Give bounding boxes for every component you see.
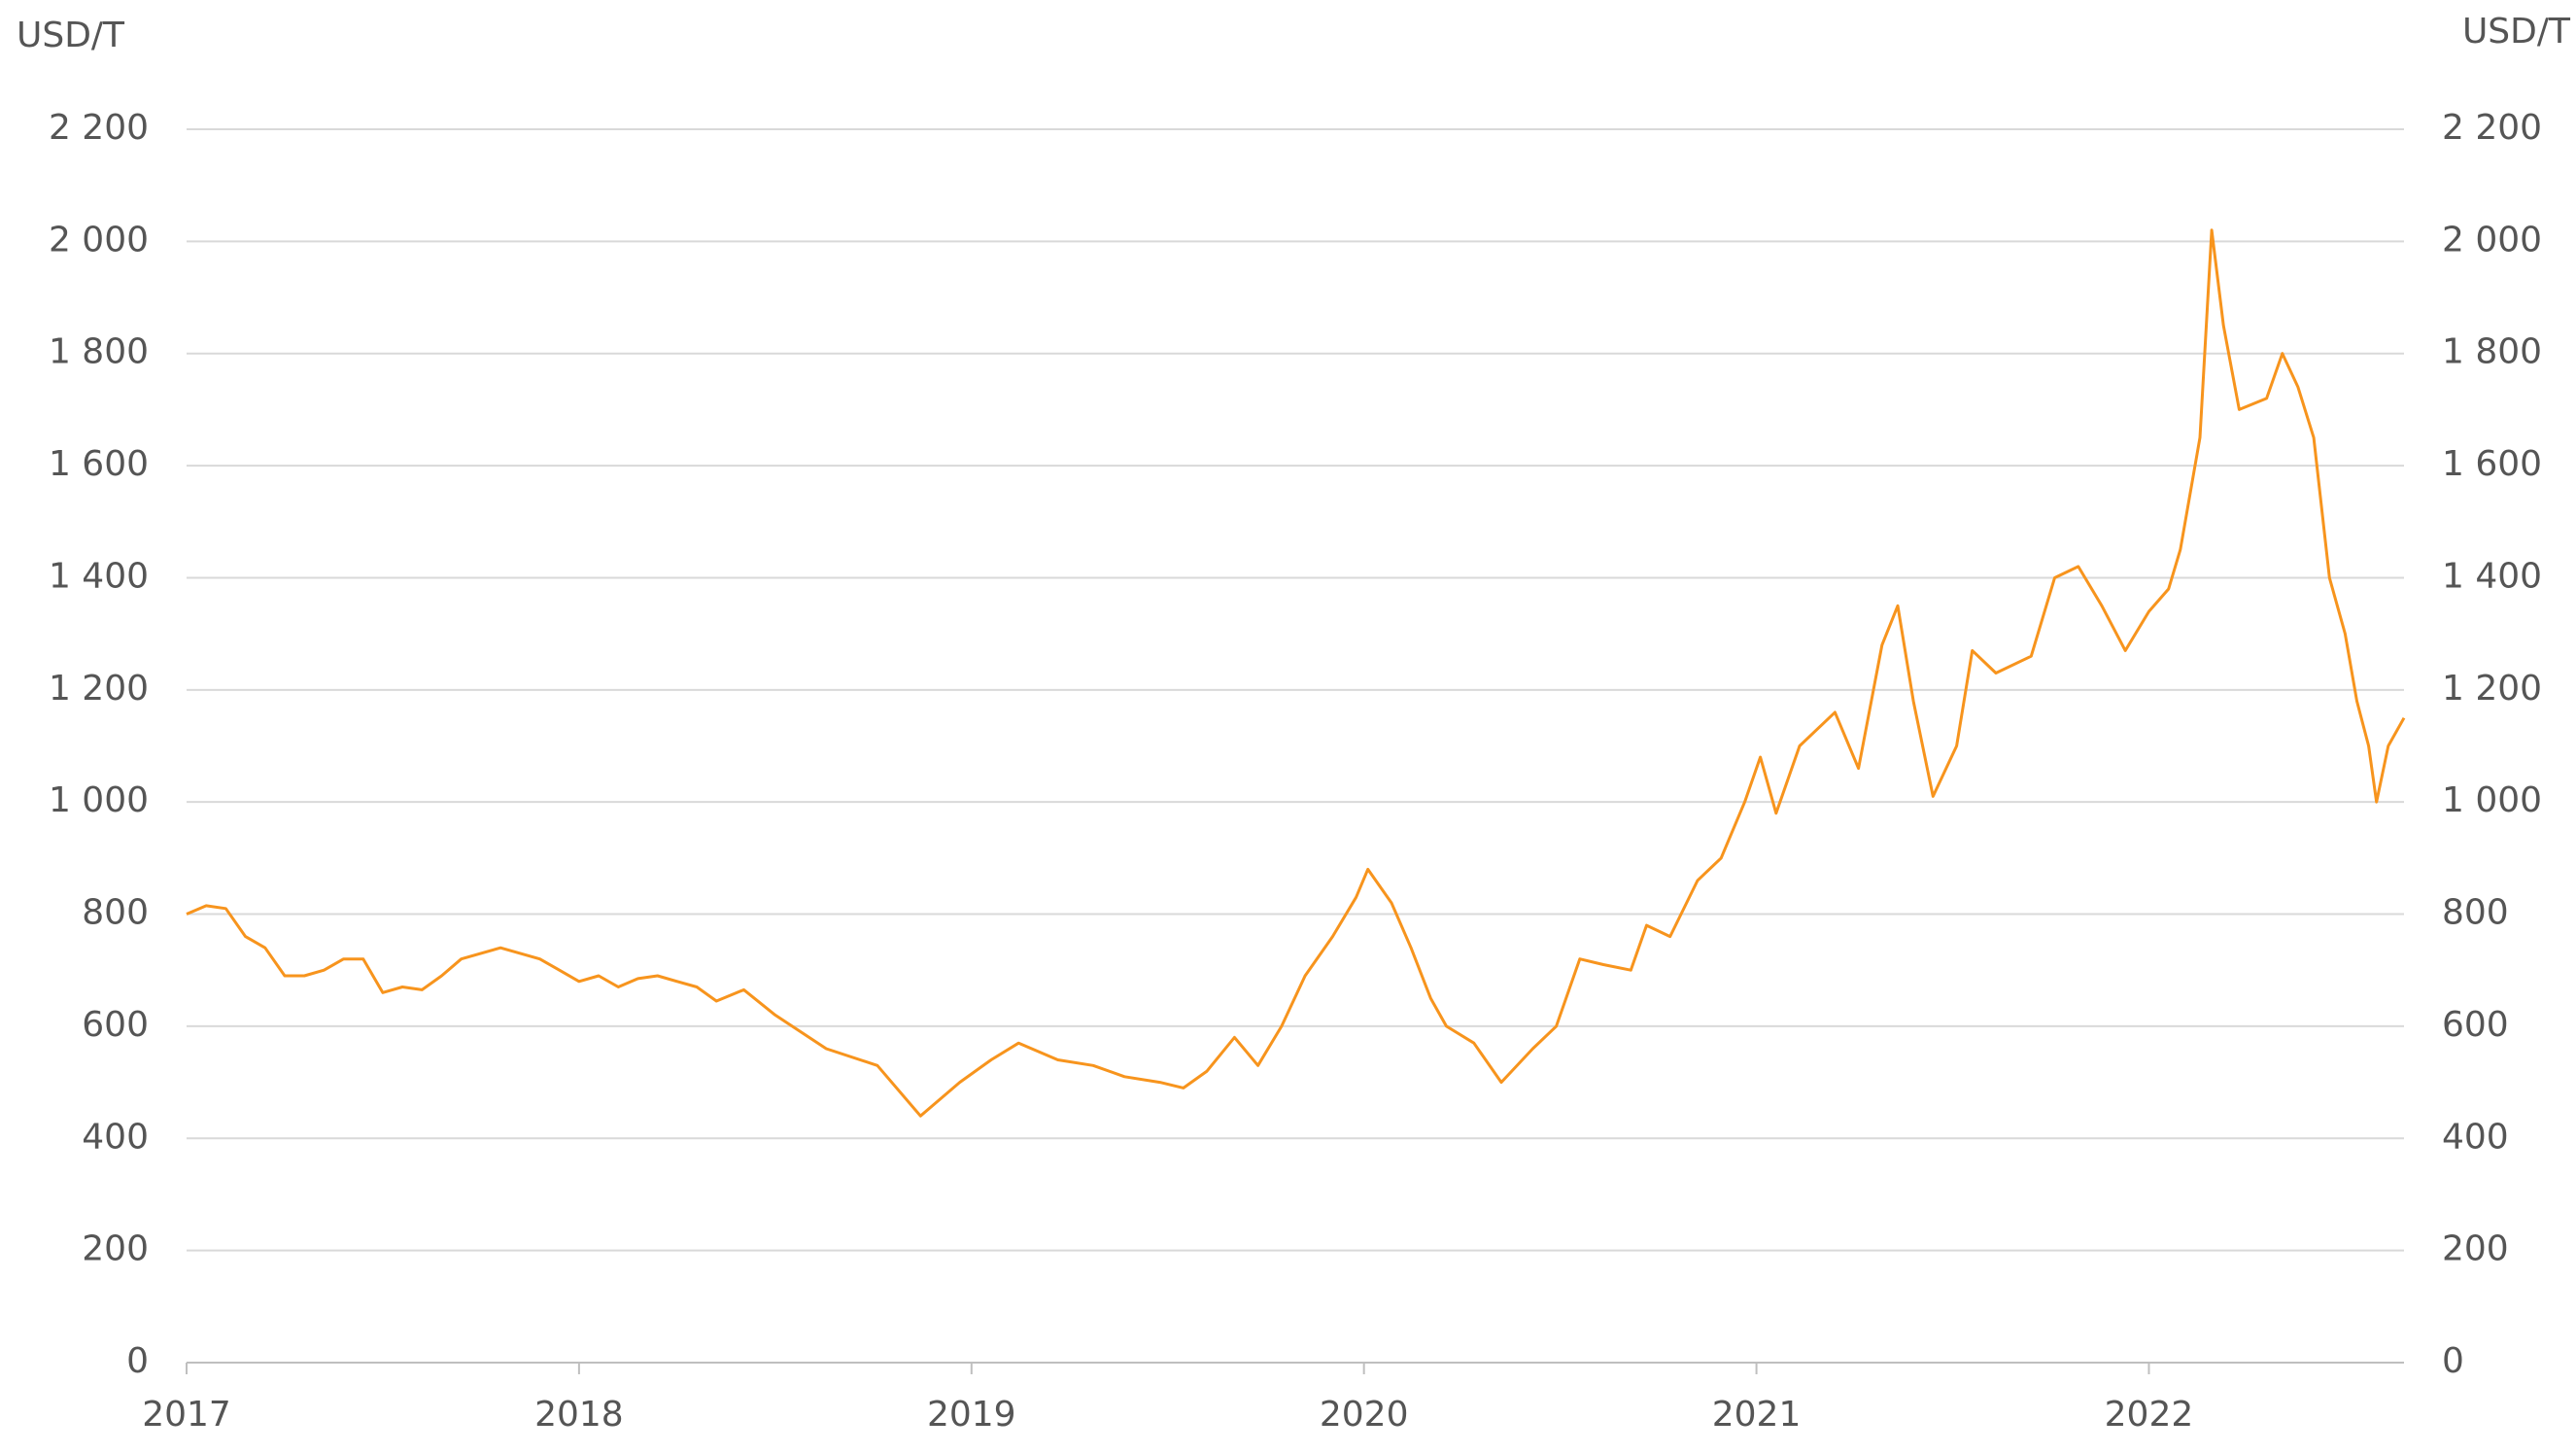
y2-tick-label: 800 xyxy=(2442,893,2509,933)
y-tick-label: 800 xyxy=(82,893,149,933)
y-tick-label: 0 xyxy=(126,1341,149,1381)
price-line xyxy=(186,228,2406,1118)
y2-axis-label: USD/T xyxy=(2462,12,2571,52)
y-tick-label: 1 200 xyxy=(49,669,149,709)
y2-tick-label: 1 000 xyxy=(2442,780,2542,820)
y2-tick-label: 1 800 xyxy=(2442,332,2542,372)
y-tick-label: 1 400 xyxy=(49,556,149,596)
y-tick-label: 400 xyxy=(82,1117,149,1157)
x-tick-label: 2022 xyxy=(2105,1395,2194,1435)
y2-tick-label: 2 200 xyxy=(2442,108,2542,148)
y-tick-label: 200 xyxy=(82,1229,149,1269)
x-tick-label: 2021 xyxy=(1712,1395,1802,1435)
x-tick-label: 2018 xyxy=(534,1395,624,1435)
y2-tick-label: 1 400 xyxy=(2442,556,2542,596)
y2-tick-label: 600 xyxy=(2442,1005,2509,1045)
x-tick-label: 2020 xyxy=(1320,1395,1409,1435)
y2-tick-label: 2 000 xyxy=(2442,220,2542,259)
y2-tick-label: 400 xyxy=(2442,1117,2509,1157)
y-tick-label: 1 000 xyxy=(49,780,149,820)
y-axis-label: USD/T xyxy=(17,16,125,55)
y2-tick-label: 1 200 xyxy=(2442,669,2542,709)
y-tick-label: 2 000 xyxy=(49,220,149,259)
x-tick-label: 2019 xyxy=(927,1395,1016,1435)
y-tick-label: 1 600 xyxy=(49,444,149,484)
y2-tick-label: 200 xyxy=(2442,1229,2509,1269)
x-tick-label: 2017 xyxy=(142,1395,231,1435)
y-tick-label: 600 xyxy=(82,1005,149,1045)
y-tick-label: 1 800 xyxy=(49,332,149,372)
y-tick-label: 2 200 xyxy=(49,108,149,148)
y2-tick-label: 0 xyxy=(2442,1341,2464,1381)
y2-tick-label: 1 600 xyxy=(2442,444,2542,484)
